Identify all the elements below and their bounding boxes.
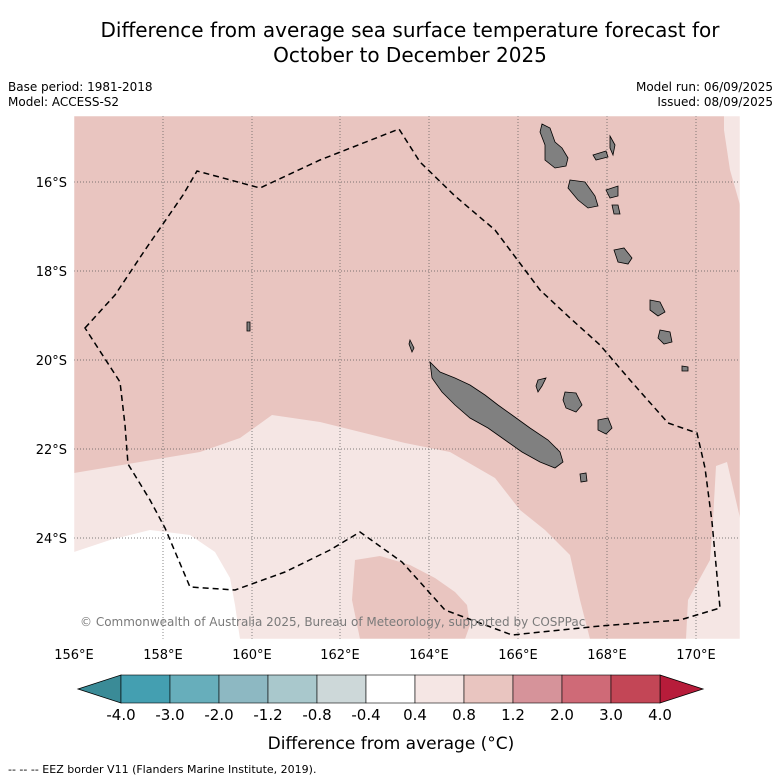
lon-tick-168e: 168°E bbox=[587, 648, 627, 663]
colorbar-bin-4 bbox=[267, 674, 318, 704]
issued-date: Issued: 08/09/2025 bbox=[657, 95, 773, 109]
meta-left: Base period: 1981-2018 Model: ACCESS-S2 bbox=[8, 80, 153, 110]
colorbar-label-3: -2.0 bbox=[204, 706, 233, 724]
colorbar-bin-9 bbox=[512, 674, 563, 704]
land-masses bbox=[246, 123, 689, 483]
lon-tick-170e: 170°E bbox=[676, 648, 716, 663]
colorbar-label-12: 4.0 bbox=[648, 706, 672, 724]
colorbar-label-1: -4.0 bbox=[106, 706, 135, 724]
island-ambrym bbox=[605, 185, 619, 199]
colorbar-bin-8 bbox=[463, 674, 514, 704]
colorbar-title: Difference from average (°C) bbox=[268, 734, 515, 754]
colorbar-bin-1 bbox=[120, 674, 171, 704]
colorbar-bin-7 bbox=[414, 674, 465, 704]
lat-tick-labels: 16°S 18°S 20°S 22°S 24°S bbox=[36, 176, 67, 547]
colorbar-bin-2 bbox=[169, 674, 220, 704]
colorbar-label-9: 1.2 bbox=[501, 706, 525, 724]
island-erromango bbox=[649, 299, 666, 317]
island-epi bbox=[611, 204, 621, 215]
map-frame bbox=[73, 115, 741, 640]
map-area: © Commonwealth of Australia 2025, Bureau… bbox=[74, 116, 740, 639]
new-caledonia-grande-terre bbox=[429, 360, 564, 469]
island-aneityum bbox=[681, 365, 689, 372]
lon-tick-156e: 156°E bbox=[54, 648, 94, 663]
lon-tick-164e: 164°E bbox=[409, 648, 449, 663]
colorbar-label-6: -0.4 bbox=[351, 706, 380, 724]
colorbar: -4.0 -3.0 -2.0 -1.2 -0.8 -0.4 0.4 0.8 1.… bbox=[76, 674, 705, 754]
colorbar-label-7: 0.4 bbox=[403, 706, 427, 724]
lat-tick-24s: 24°S bbox=[36, 532, 67, 547]
meta-right: Model run: 06/09/2025 Issued: 08/09/2025 bbox=[636, 80, 773, 110]
lat-tick-20s: 20°S bbox=[36, 354, 67, 369]
islet-chesterfield bbox=[246, 321, 251, 332]
island-lifou bbox=[562, 391, 583, 413]
title-line-1: Difference from average sea surface temp… bbox=[100, 18, 720, 42]
island-malekula bbox=[567, 179, 599, 209]
copyright-text: © Commonwealth of Australia 2025, Bureau… bbox=[80, 615, 585, 629]
title-line-2: October to December 2025 bbox=[273, 43, 547, 67]
island-efate bbox=[613, 247, 633, 265]
anomaly-band-neutral-southwest bbox=[74, 530, 240, 639]
anomaly-band-0.4-0.8-northeast bbox=[724, 116, 740, 205]
island-tanna bbox=[657, 329, 673, 345]
lat-tick-16s: 16°S bbox=[36, 176, 67, 191]
colorbar-label-5: -0.8 bbox=[302, 706, 331, 724]
island-espiritu-santo bbox=[539, 123, 569, 169]
island-maewo bbox=[592, 150, 609, 161]
island-isle-of-pines bbox=[579, 472, 588, 483]
colorbar-label-4: -1.2 bbox=[253, 706, 282, 724]
colorbar-bin-3 bbox=[218, 674, 269, 704]
lat-tick-18s: 18°S bbox=[36, 265, 67, 280]
eez-footnote: -- -- -- EEZ border V11 (Flanders Marine… bbox=[8, 763, 317, 776]
lat-tick-22s: 22°S bbox=[36, 443, 67, 458]
colorbar-label-10: 2.0 bbox=[550, 706, 574, 724]
lon-tick-158e: 158°E bbox=[143, 648, 183, 663]
islet-belep bbox=[408, 338, 415, 353]
colorbar-bin-5 bbox=[316, 674, 367, 704]
colorbar-bin-6 bbox=[365, 674, 416, 704]
eez-border-line bbox=[84, 128, 721, 636]
colorbar-bin-10 bbox=[561, 674, 612, 704]
island-pentecost bbox=[609, 134, 616, 157]
lon-tick-162e: 162°E bbox=[320, 648, 360, 663]
lon-tick-labels: 156°E 158°E 160°E 162°E 164°E 166°E 168°… bbox=[54, 648, 716, 663]
colorbar-label-8: 0.8 bbox=[452, 706, 476, 724]
lon-tick-166e: 166°E bbox=[498, 648, 538, 663]
model-name: Model: ACCESS-S2 bbox=[8, 95, 120, 109]
colorbar-bin-11 bbox=[610, 674, 661, 704]
island-ouvea bbox=[535, 377, 547, 393]
base-period: Base period: 1981-2018 bbox=[8, 80, 153, 94]
model-run: Model run: 06/09/2025 bbox=[635, 80, 773, 94]
gridlines bbox=[74, 116, 740, 639]
colorbar-label-2: -3.0 bbox=[155, 706, 184, 724]
colorbar-label-11: 3.0 bbox=[599, 706, 623, 724]
anomaly-band-0.8-1.2-south-pocket bbox=[352, 556, 470, 639]
island-mare bbox=[597, 417, 613, 435]
map-title: Difference from average sea surface temp… bbox=[40, 18, 780, 68]
colorbar-high-extension bbox=[659, 674, 705, 704]
colorbar-low-extension bbox=[76, 674, 122, 704]
lon-tick-160e: 160°E bbox=[232, 648, 272, 663]
anomaly-band-0.4-0.8-east bbox=[686, 462, 740, 639]
